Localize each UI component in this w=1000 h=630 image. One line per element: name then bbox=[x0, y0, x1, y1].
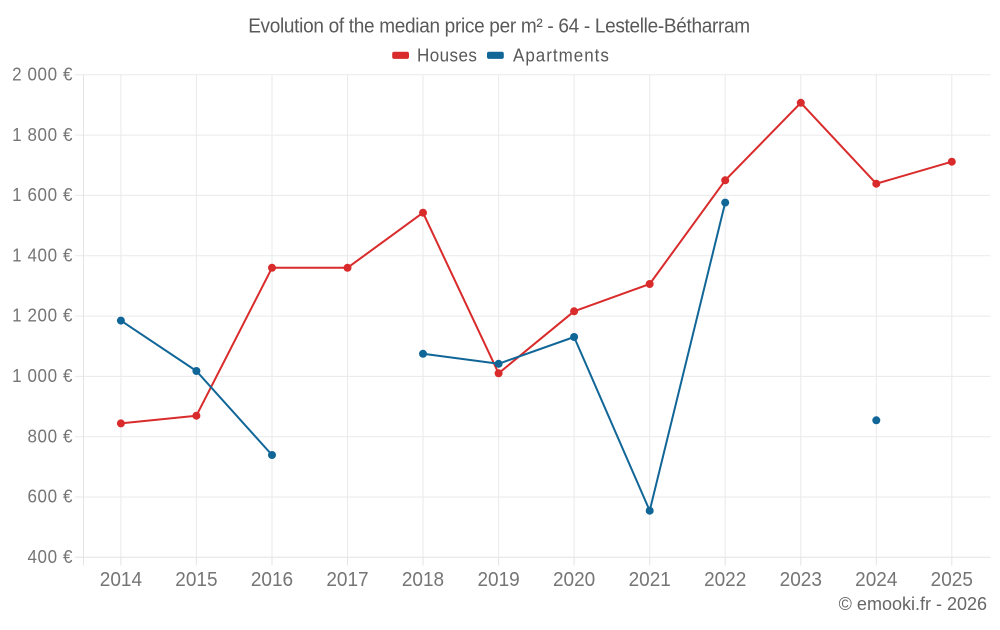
svg-text:1 200 €: 1 200 € bbox=[12, 305, 73, 326]
svg-text:1 600 €: 1 600 € bbox=[12, 185, 73, 206]
svg-text:Evolution of the median price: Evolution of the median price per m² - 6… bbox=[248, 15, 750, 38]
svg-text:Apartments: Apartments bbox=[513, 45, 610, 66]
svg-text:1 400 €: 1 400 € bbox=[12, 245, 73, 266]
svg-text:1 000 €: 1 000 € bbox=[12, 366, 73, 387]
svg-text:2022: 2022 bbox=[704, 568, 746, 591]
svg-text:2020: 2020 bbox=[553, 568, 595, 591]
svg-text:1 800 €: 1 800 € bbox=[12, 124, 73, 145]
svg-text:2 000 €: 2 000 € bbox=[12, 64, 73, 85]
svg-text:2014: 2014 bbox=[100, 568, 142, 591]
svg-text:2019: 2019 bbox=[477, 568, 519, 591]
svg-text:2018: 2018 bbox=[402, 568, 444, 591]
svg-text:2015: 2015 bbox=[175, 568, 217, 591]
svg-text:400 €: 400 € bbox=[27, 546, 73, 567]
svg-text:600 €: 600 € bbox=[27, 486, 73, 507]
svg-text:© emooki.fr - 2026: © emooki.fr - 2026 bbox=[839, 594, 987, 614]
svg-text:2023: 2023 bbox=[780, 568, 822, 591]
svg-text:2024: 2024 bbox=[855, 568, 897, 591]
svg-text:2021: 2021 bbox=[629, 568, 671, 591]
svg-text:2025: 2025 bbox=[931, 568, 973, 591]
svg-text:2017: 2017 bbox=[326, 568, 368, 591]
svg-text:Houses: Houses bbox=[417, 45, 477, 66]
svg-text:2016: 2016 bbox=[251, 568, 293, 591]
svg-text:800 €: 800 € bbox=[27, 426, 73, 447]
